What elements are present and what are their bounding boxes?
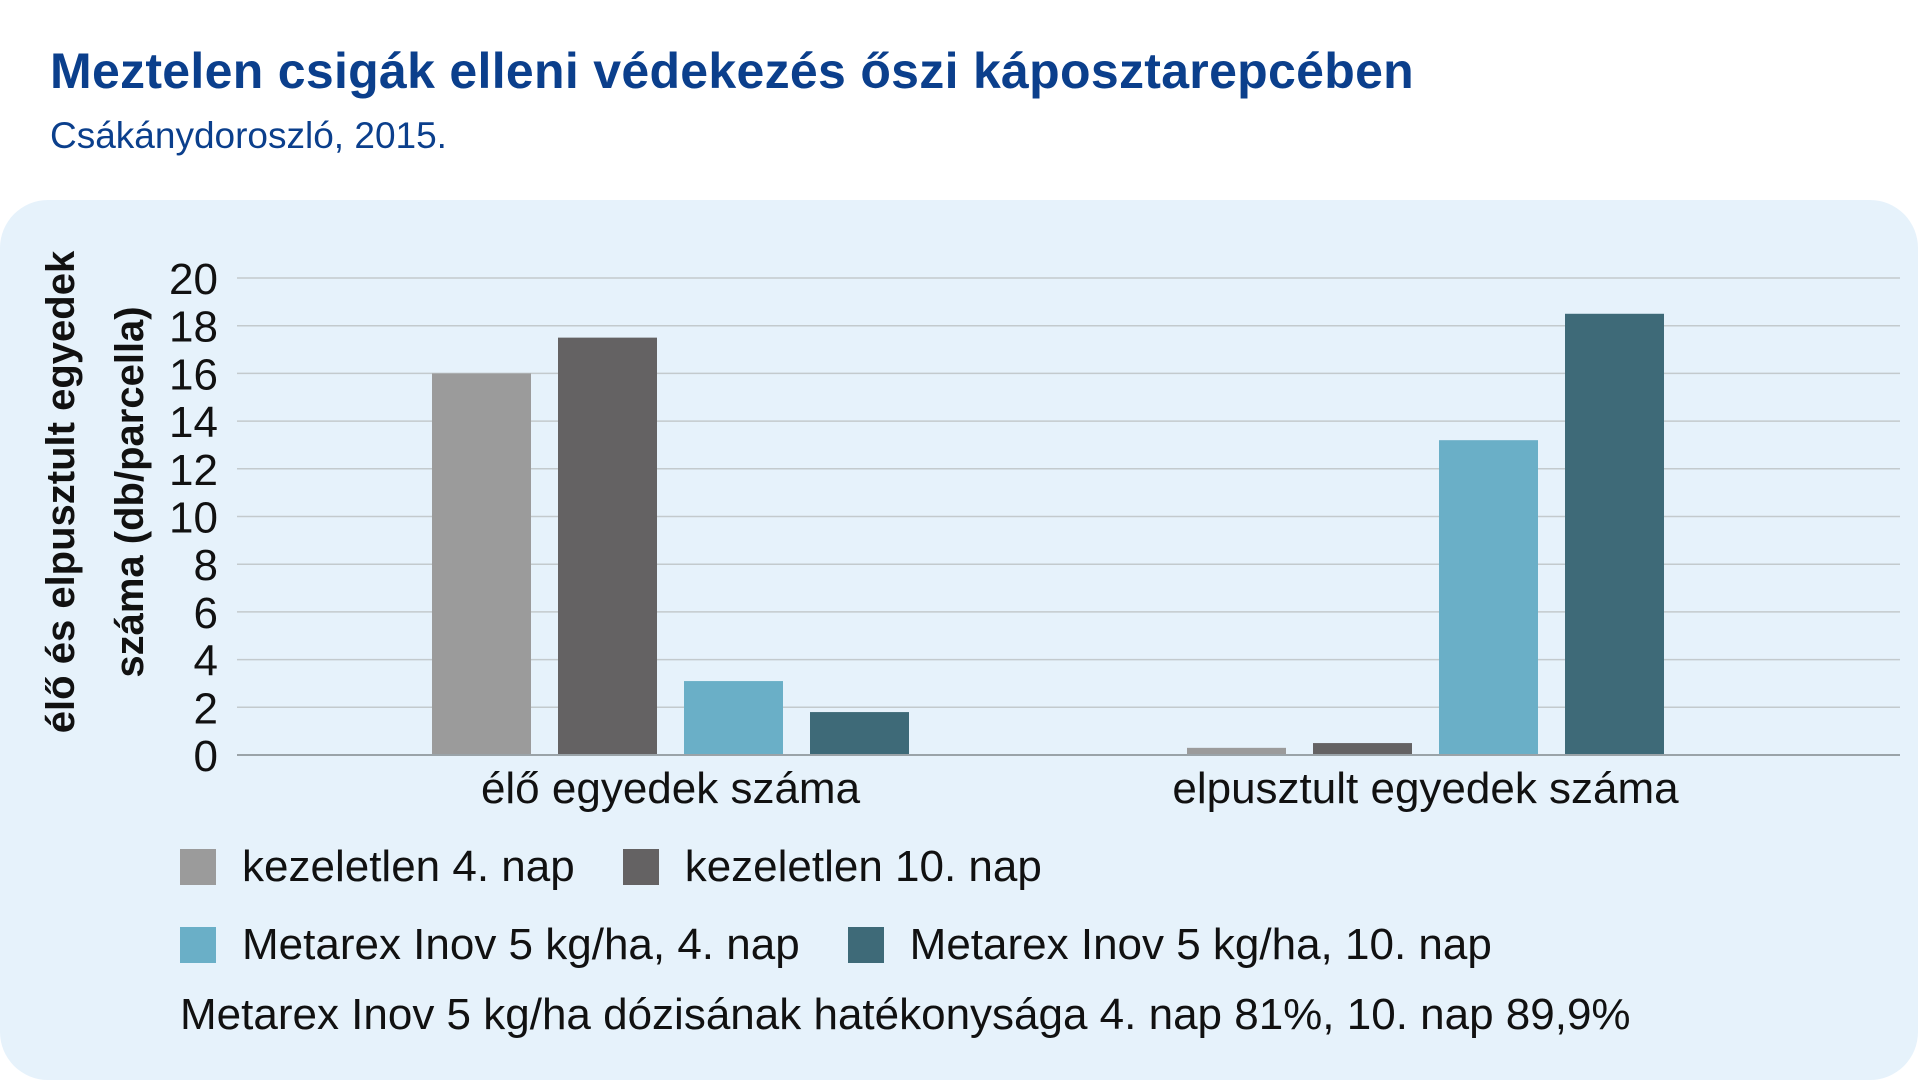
legend-label-metarex-10: Metarex Inov 5 kg/ha, 10. nap [909, 920, 1492, 969]
bar [684, 681, 783, 755]
bar [810, 712, 909, 755]
x-category-labels: élő egyedek száma elpusztult egyedek szám… [481, 764, 1679, 813]
legend-swatch-kezeletlen-4 [180, 849, 216, 885]
chart-title: Meztelen csigák elleni védekezés őszi ká… [50, 43, 1415, 99]
bar [1313, 743, 1412, 755]
y-tick-label: 18 [169, 303, 218, 352]
legend-item-metarex-10: Metarex Inov 5 kg/ha, 10. nap [847, 920, 1492, 970]
y-tick-label: 10 [169, 494, 218, 543]
legend-swatch-kezeletlen-10 [622, 849, 659, 885]
legend-item-metarex-4: Metarex Inov 5 kg/ha, 4. nap [180, 920, 800, 970]
legend-label-kezeletlen-4: kezeletlen 4. nap [242, 842, 575, 891]
legend-swatch-metarex-4 [180, 927, 216, 963]
chart-subtitle: Csákánydoroszló, 2015. [50, 115, 447, 156]
bars [432, 313, 1664, 755]
y-tick-label: 12 [169, 446, 218, 495]
bar [1565, 313, 1664, 755]
bar [432, 373, 531, 755]
bar [1439, 440, 1538, 755]
y-tick-label: 8 [194, 541, 218, 590]
legend-label-kezeletlen-10: kezeletlen 10. nap [684, 842, 1042, 891]
bar [558, 337, 657, 755]
legend-label-metarex-4: Metarex Inov 5 kg/ha, 4. nap [242, 920, 800, 969]
y-tick-label: 4 [194, 637, 218, 686]
y-tick-label: 2 [194, 684, 218, 733]
legend-row-1: kezeletlen 4. nap kezeletlen 10. nap [180, 842, 1078, 892]
y-tick-label: 20 [169, 255, 218, 304]
y-axis-label-line-2: száma (db/parcella) [108, 306, 152, 677]
y-axis-label-line-1: élő és elpusztult egyedek [39, 250, 83, 733]
y-tick-label: 14 [169, 398, 218, 447]
x-category-label: elpusztult egyedek száma [1172, 764, 1679, 813]
x-category-label: élő egyedek száma [481, 764, 861, 813]
y-tick-label: 0 [194, 732, 218, 781]
legend-item-kezeletlen-4: kezeletlen 4. nap [180, 842, 575, 892]
bar [1187, 747, 1286, 755]
legend-row-2: Metarex Inov 5 kg/ha, 4. nap Metarex Ino… [180, 920, 1528, 970]
y-tick-label: 16 [169, 350, 218, 399]
y-tick-label: 6 [194, 589, 218, 638]
efficacy-note: Metarex Inov 5 kg/ha dózisának hatékonys… [180, 990, 1631, 1039]
legend-swatch-metarex-10 [847, 927, 884, 963]
legend-item-kezeletlen-10: kezeletlen 10. nap [622, 842, 1042, 892]
